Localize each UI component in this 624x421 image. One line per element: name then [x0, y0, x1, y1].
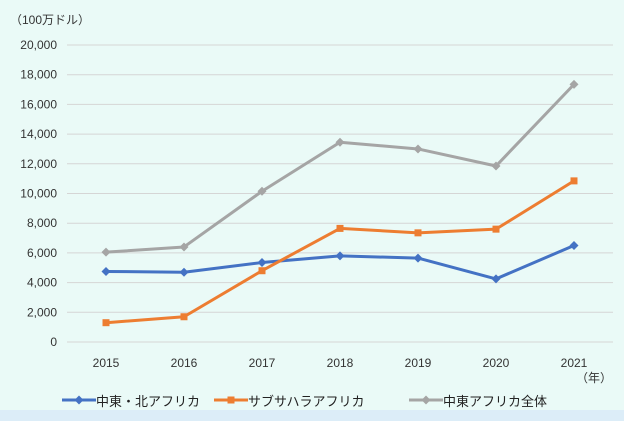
legend-label-mena: 中東・北アフリカ	[96, 393, 201, 409]
legend-item-mideast-africa-total: 中東アフリカ全体	[409, 389, 547, 411]
legend-marker-subsahara-square-icon	[214, 396, 248, 404]
svg-text:0: 0	[50, 335, 57, 349]
chart-legend: 中東・北アフリカ サブサハラアフリカ 中東アフリカ全体	[0, 389, 624, 411]
bottom-strip	[0, 410, 624, 421]
svg-text:2019: 2019	[405, 356, 432, 370]
svg-text:8,000: 8,000	[27, 216, 57, 230]
svg-text:20,000: 20,000	[20, 38, 57, 52]
legend-item-mena: 中東・北アフリカ	[62, 389, 200, 411]
svg-text:12,000: 12,000	[20, 157, 57, 171]
svg-text:14,000: 14,000	[20, 127, 57, 141]
svg-text:18,000: 18,000	[20, 68, 57, 82]
svg-text:2016: 2016	[171, 356, 198, 370]
y-axis-unit-label: （100万ドル）	[10, 13, 91, 27]
svg-text:2021: 2021	[561, 356, 588, 370]
legend-marker-mena-diamond-icon	[62, 395, 96, 405]
svg-text:2020: 2020	[483, 356, 510, 370]
svg-text:2018: 2018	[327, 356, 354, 370]
legend-item-subsahara: サブサハラアフリカ	[214, 389, 364, 411]
legend-marker-total-diamond-icon	[409, 395, 443, 405]
svg-text:16,000: 16,000	[20, 97, 57, 111]
svg-text:2017: 2017	[249, 356, 276, 370]
svg-text:2015: 2015	[93, 356, 120, 370]
svg-text:4,000: 4,000	[27, 276, 57, 290]
legend-label-mideast-africa-total: 中東アフリカ全体	[443, 393, 548, 409]
svg-text:6,000: 6,000	[27, 246, 57, 260]
svg-text:10,000: 10,000	[20, 187, 57, 201]
x-axis-unit-label: （年）	[576, 371, 613, 385]
svg-text:2,000: 2,000	[27, 305, 57, 319]
legend-label-subsahara: サブサハラアフリカ	[248, 393, 365, 409]
